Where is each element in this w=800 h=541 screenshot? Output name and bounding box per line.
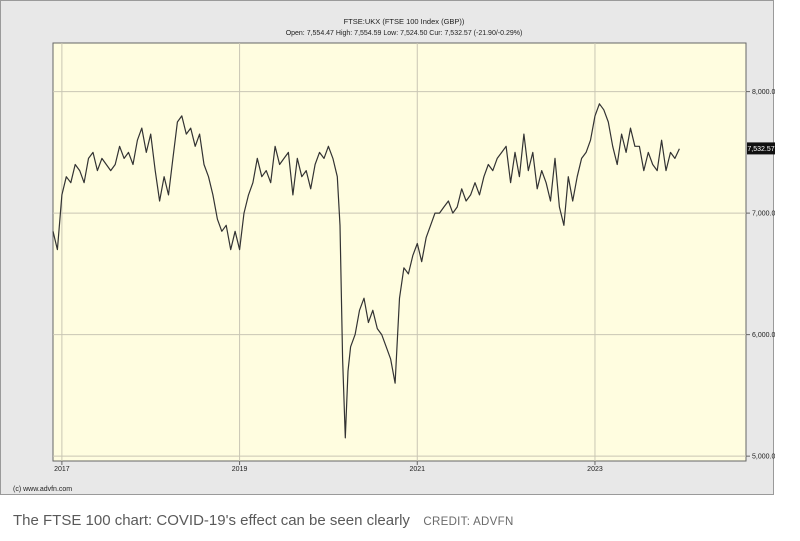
price-line: [52, 103, 680, 439]
current-value-label: 7,532.57: [747, 146, 774, 153]
x-tick-label: 2023: [587, 466, 603, 473]
x-tick-label: 2021: [409, 466, 425, 473]
caption-credit: CREDIT: ADVFN: [423, 516, 514, 528]
current-value-badge: 7,532.57: [747, 142, 775, 155]
grid-layer: [53, 43, 746, 461]
figure-caption: The FTSE 100 chart: COVID-19's effect ca…: [13, 510, 514, 532]
copyright-text: (c) www.advfn.com: [13, 486, 72, 493]
x-tick-label: 2017: [54, 466, 70, 473]
chart-svg: 5,000.00 6,000.00 7,000.00 8,000.00 2017 2019…: [13, 17, 775, 493]
chart-frame: 5,000.00 6,000.00 7,000.00 8,000.00 2017 2019…: [0, 0, 775, 495]
caption-text: The FTSE 100 chart: COVID-19's effect ca…: [13, 512, 410, 529]
y-tick-label: 6,000.00: [752, 332, 775, 339]
y-tick-label: 5,000.00: [752, 454, 775, 461]
y-tick-label: 8,000.00: [752, 89, 775, 96]
axis-layer: 5,000.00 6,000.00 7,000.00 8,000.00 2017 2019…: [54, 89, 775, 473]
plot-background: [52, 42, 747, 462]
chart-title: FTSE:UKX (FTSE 100 Index (GBP)): [344, 17, 465, 26]
x-tick-label: 2019: [232, 466, 248, 473]
line-layer: [52, 103, 680, 439]
y-tick-label: 7,000.00: [752, 211, 775, 218]
current-value-badge-bg: [747, 142, 775, 155]
chart-subtitle: Open: 7,554.47 High: 7,554.59 Low: 7,524…: [286, 30, 523, 37]
